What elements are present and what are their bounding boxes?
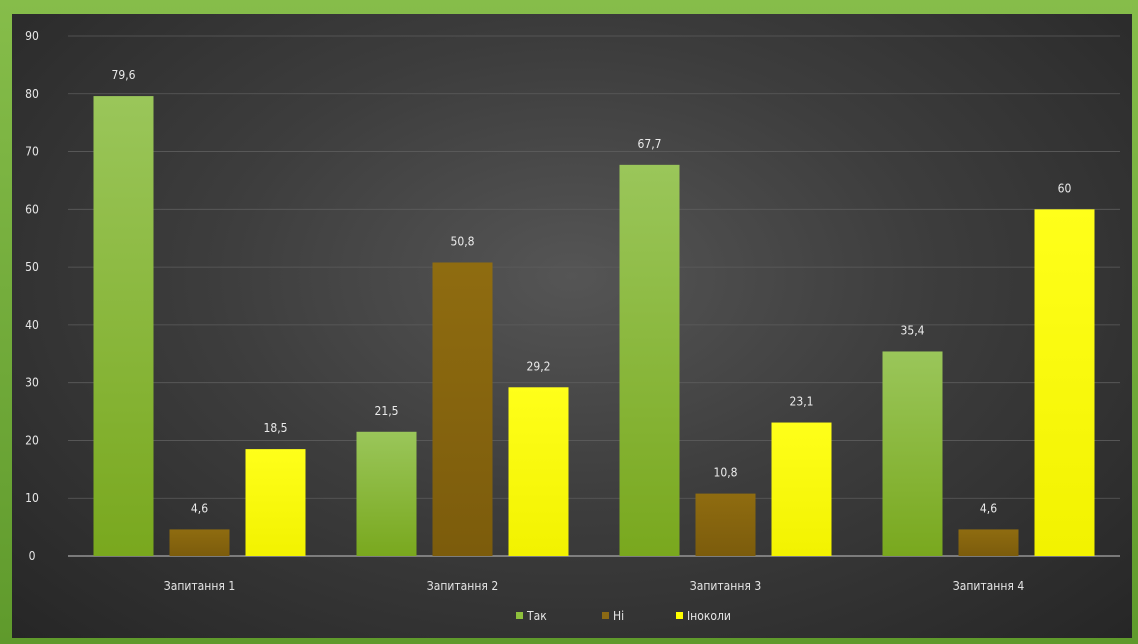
- x-tick-label: Запитання 3: [690, 579, 761, 593]
- data-label: 79,6: [111, 68, 135, 82]
- x-tick-label: Запитання 2: [427, 579, 498, 593]
- legend-label: Ні: [613, 609, 624, 623]
- bar-1-4: [882, 351, 943, 556]
- data-label: 4,6: [980, 501, 997, 515]
- bar-3-2: [508, 387, 569, 556]
- bar-2-4: [958, 529, 1019, 556]
- y-tick-label: 0: [29, 549, 36, 563]
- y-tick-label: 70: [25, 145, 39, 159]
- bar-2-2: [432, 262, 493, 556]
- x-tick-label: Запитання 4: [953, 579, 1025, 593]
- legend-swatch: [516, 612, 523, 619]
- legend: Так Ні Іноколи: [516, 609, 731, 623]
- legend-swatch: [676, 612, 683, 619]
- data-label: 50,8: [450, 234, 474, 248]
- y-tick-label: 90: [25, 29, 39, 43]
- y-tick-label: 20: [25, 433, 39, 447]
- data-label: 18,5: [263, 421, 287, 435]
- y-tick-label: 50: [25, 260, 39, 274]
- bar-1-1: [93, 96, 154, 556]
- y-tick-label: 60: [25, 202, 39, 216]
- legend-label: Так: [526, 609, 547, 623]
- bar-3-4: [1034, 209, 1095, 557]
- gridlines: [68, 35, 1120, 557]
- data-label: 60: [1058, 181, 1072, 195]
- bar-3-1: [245, 449, 306, 556]
- y-tick-label: 40: [25, 318, 39, 332]
- data-label: 10,8: [713, 466, 737, 480]
- data-label: 4,6: [191, 501, 208, 515]
- bars: [93, 96, 1095, 557]
- y-axis-ticks: 0 10 20 30 40 50 60 70 80 90: [25, 29, 39, 563]
- data-labels: 79,6 4,6 18,5 21,5 50,8 29,2 67,7 10,8 23,1 35,4 4…: [111, 68, 1071, 515]
- bar-3-3: [771, 422, 832, 556]
- x-axis: Запитання 1 Запитання 2 Запитання 3 Запитан…: [164, 579, 1025, 593]
- bar-1-2: [356, 431, 417, 556]
- bar-2-1: [169, 529, 230, 556]
- bar-2-3: [695, 493, 756, 556]
- data-label: 67,7: [637, 137, 661, 151]
- y-tick-label: 30: [25, 376, 39, 390]
- legend-label: Іноколи: [687, 609, 731, 623]
- data-label: 35,4: [900, 323, 924, 337]
- x-tick-label: Запитання 1: [164, 579, 235, 593]
- data-label: 29,2: [526, 359, 550, 373]
- y-tick-label: 80: [25, 87, 39, 101]
- data-label: 21,5: [374, 404, 398, 418]
- legend-swatch: [602, 612, 609, 619]
- y-tick-label: 10: [25, 491, 39, 505]
- data-label: 23,1: [789, 395, 813, 409]
- bar-1-3: [619, 164, 680, 556]
